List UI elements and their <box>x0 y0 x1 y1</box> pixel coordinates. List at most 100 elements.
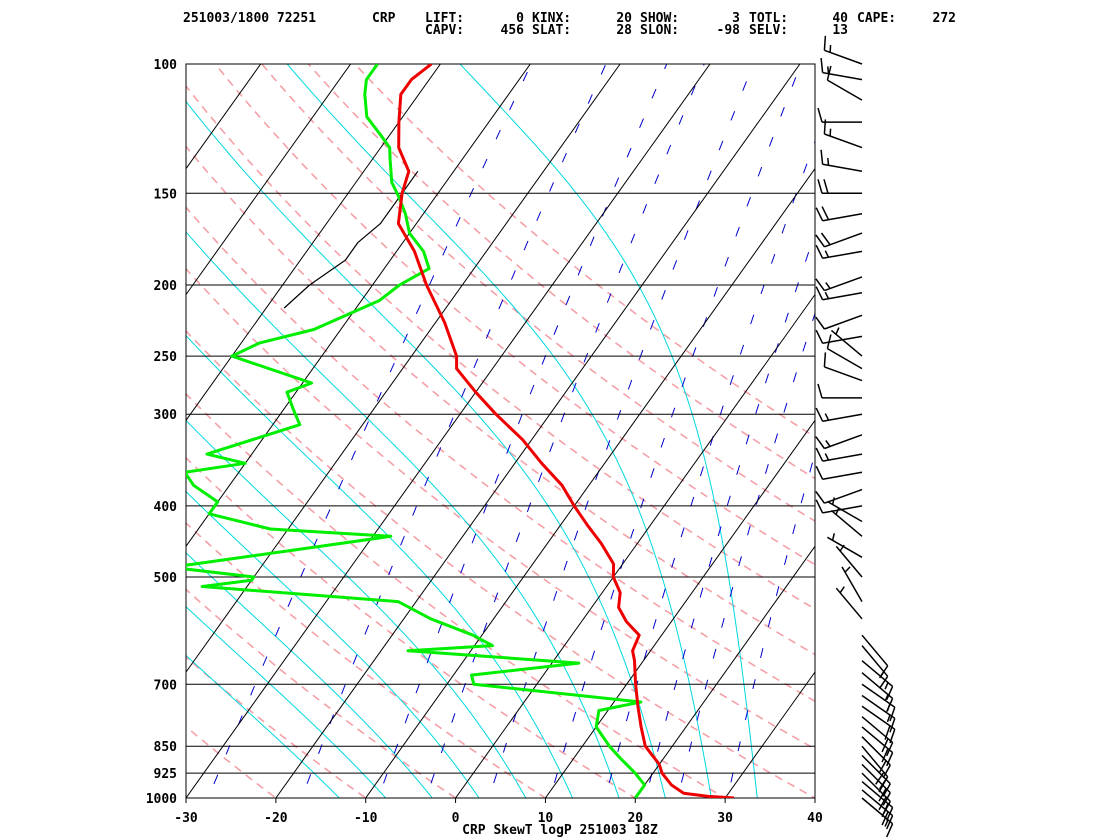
moist-adiabat-line <box>186 490 480 798</box>
wind-barb-flag <box>882 792 891 806</box>
moist-adiabat-line <box>186 552 433 798</box>
wind-barb-staff <box>827 536 863 558</box>
wind-barb-staff <box>861 672 894 699</box>
wind-barb-half-flag <box>831 533 836 541</box>
wind-barb-flag <box>886 752 894 767</box>
wind-barb <box>815 206 863 222</box>
temperature-tick-label: 10 <box>538 811 554 826</box>
wind-barb <box>815 499 863 514</box>
wind-barb-flag <box>820 232 831 246</box>
wind-barb <box>830 507 863 537</box>
wind-barb <box>861 645 889 689</box>
wind-barb-staff <box>824 434 863 450</box>
isotherm-line <box>634 545 815 798</box>
wind-barb-half-flag <box>824 250 830 258</box>
wind-barb-flag <box>878 788 887 802</box>
totl-label: TOTL: <box>749 11 789 26</box>
wind-barbs <box>815 35 896 838</box>
wind-barb <box>861 772 891 815</box>
temperature-tick-label: 40 <box>807 811 823 826</box>
wind-barb-staff <box>824 232 863 248</box>
wind-barb <box>861 705 896 744</box>
wind-barb-flag <box>815 316 826 330</box>
mixing-ratio-line <box>549 64 802 798</box>
wind-barb-flag <box>889 728 896 744</box>
dry-adiabat-line <box>186 588 458 798</box>
moist-adiabat-line <box>186 606 387 798</box>
wind-barb <box>815 286 863 301</box>
wind-barb-flag <box>889 718 896 733</box>
wind-barb-flag <box>886 815 894 830</box>
wind-barb-half-flag <box>884 682 889 690</box>
wind-barb <box>815 314 863 330</box>
sounding-profiles <box>186 64 735 798</box>
temperature-tick-label: 30 <box>717 811 733 826</box>
wind-barb <box>823 35 863 65</box>
pressure-tick-label: 700 <box>154 678 178 693</box>
capv-label: CAPV: <box>425 23 465 38</box>
wind-barb-staff <box>861 716 894 744</box>
wind-barb-flag <box>815 329 824 344</box>
wind-barb-flag <box>815 499 824 514</box>
isotherm-line <box>0 64 171 798</box>
wind-barb-half-flag <box>825 282 831 289</box>
wind-barb-flag <box>878 776 889 790</box>
wind-barb-staff <box>824 49 863 65</box>
temperature-tick-label: 20 <box>627 811 643 826</box>
slat-value: 28 <box>616 23 632 38</box>
dry-adiabats <box>186 64 815 798</box>
wind-barb-flag <box>815 234 826 248</box>
wind-barb-flag <box>881 738 889 753</box>
wind-barb-flag <box>821 206 830 221</box>
wind-barb-half-flag <box>835 327 840 335</box>
mixing-ratio-line <box>301 64 607 798</box>
station-code: CRP <box>372 11 396 26</box>
wind-barb-staff <box>822 250 863 260</box>
temperature-tick-label: 0 <box>452 811 460 826</box>
wind-barb <box>861 672 894 713</box>
dewpoint-profile <box>186 64 647 798</box>
wind-barb <box>815 276 863 292</box>
wind-barb-staff <box>824 366 863 382</box>
wind-barb-staff <box>835 545 863 578</box>
pressure-tick-label: 500 <box>154 571 178 586</box>
wind-barb-flag <box>882 764 891 779</box>
wind-barb-flag <box>878 665 889 679</box>
wind-barb-flag <box>881 811 889 826</box>
wind-barb <box>861 716 894 757</box>
isotherm-line <box>724 671 815 798</box>
wind-barb <box>861 763 891 806</box>
wind-barb-staff <box>835 587 863 620</box>
isotherm-line <box>186 64 621 673</box>
pressure-tick-label: 150 <box>154 187 178 202</box>
wind-barb <box>820 149 863 173</box>
wind-barb-staff <box>822 71 863 81</box>
wind-barb-half-flag <box>884 694 889 702</box>
wind-barb-flag <box>815 447 824 462</box>
wind-barb <box>841 566 863 602</box>
isotherm-line <box>275 64 801 798</box>
wind-barb-staff <box>861 772 891 802</box>
wind-barb-staff <box>830 510 863 537</box>
wind-barb-flag <box>823 179 829 194</box>
wind-barb-staff <box>822 413 863 422</box>
dry-adiabat-line <box>186 329 815 798</box>
isotherm-line <box>544 419 815 798</box>
dry-adiabat-line <box>186 206 815 703</box>
isotherm-line <box>186 64 711 798</box>
sounding-id: 251003/1800 72251 <box>183 11 317 26</box>
pressure-tick-label: 250 <box>154 350 178 365</box>
dry-adiabat-line <box>186 145 815 656</box>
wind-barb <box>817 179 862 195</box>
wind-barb-flag <box>815 491 826 504</box>
wind-barb-flag <box>875 771 885 785</box>
moist-adiabat-line <box>459 64 758 798</box>
wind-barb-flag <box>889 706 896 722</box>
wind-barb-staff <box>827 500 863 523</box>
wind-barb-staff <box>861 763 891 794</box>
wind-barb-staff <box>824 276 863 292</box>
temperature-tick-label: -30 <box>174 811 198 826</box>
dry-adiabat-line <box>214 64 815 566</box>
wind-barb <box>815 329 863 345</box>
